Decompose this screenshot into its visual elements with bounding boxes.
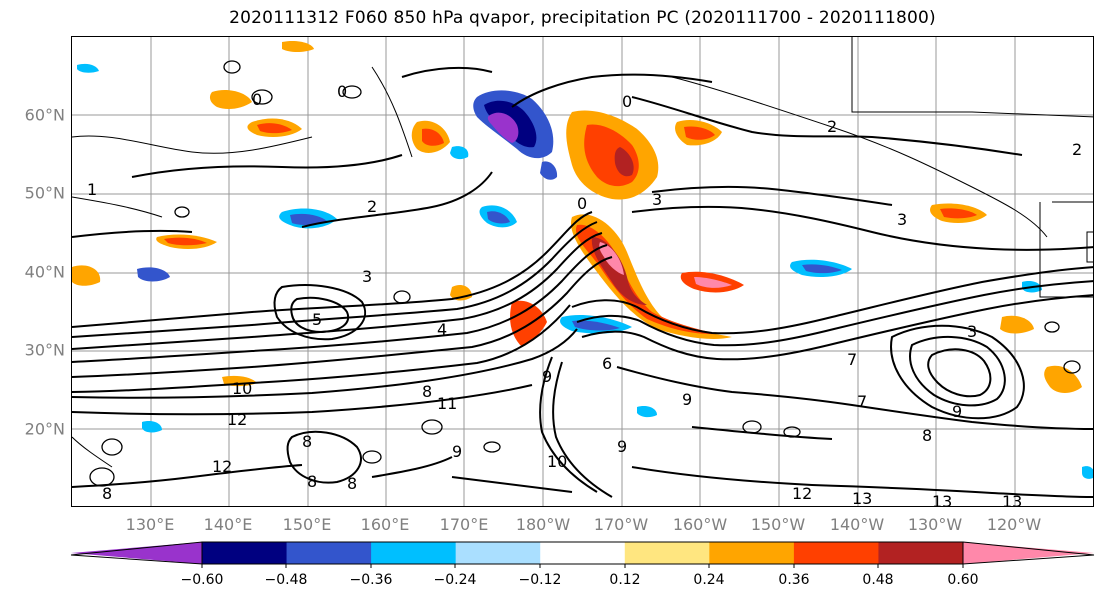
lon-label-130w: 130°W bbox=[907, 515, 963, 534]
lon-label-170w: 170°W bbox=[593, 515, 649, 534]
colorbar-tick: 0.12 bbox=[609, 572, 641, 588]
lon-label-140w: 140°W bbox=[829, 515, 885, 534]
colorbar-tick: −0.48 bbox=[264, 572, 308, 588]
contour-label: 4 bbox=[437, 320, 447, 339]
lon-label-130e: 130°E bbox=[125, 515, 175, 534]
colorbar-tick: −0.24 bbox=[433, 572, 477, 588]
contour-label: 5 bbox=[312, 310, 322, 329]
lon-label-120w: 120°W bbox=[986, 515, 1042, 534]
colorbar-tick: 0.60 bbox=[947, 572, 979, 588]
lon-label-160w: 160°W bbox=[672, 515, 728, 534]
lon-label-180w: 180°W bbox=[515, 515, 571, 534]
contour-label: 0 bbox=[337, 82, 347, 101]
colorbar-segment bbox=[286, 542, 372, 564]
contour-label: 3 bbox=[967, 322, 977, 341]
lon-label-160e: 160°E bbox=[360, 515, 410, 534]
contour-label: 10 bbox=[547, 452, 567, 471]
contour-label: 2 bbox=[367, 197, 377, 216]
contour-label: 2 bbox=[827, 117, 837, 136]
contour-label: 8 bbox=[102, 484, 112, 503]
contour-label: 1 bbox=[87, 180, 97, 199]
colorbar-tick: −0.60 bbox=[180, 572, 224, 588]
contour-label: 7 bbox=[857, 392, 867, 411]
contour-label: 7 bbox=[847, 350, 857, 369]
lon-label-150e: 150°E bbox=[282, 515, 332, 534]
contour-label: 3 bbox=[897, 210, 907, 229]
contour-label: 6 bbox=[602, 354, 612, 373]
contour-label: 9 bbox=[542, 367, 552, 386]
precip-fill-positive bbox=[72, 40, 1082, 393]
contour-label: 9 bbox=[682, 390, 692, 409]
contour-label: 9 bbox=[952, 402, 962, 421]
contour-label: 9 bbox=[452, 442, 462, 461]
lat-label-50n: 50°N bbox=[24, 183, 65, 203]
contour-label: 3 bbox=[652, 190, 662, 209]
contour-label: 8 bbox=[347, 474, 357, 493]
contour-label: 0 bbox=[622, 92, 632, 111]
colorbar-segment bbox=[793, 542, 879, 564]
colorbar-tick: 0.24 bbox=[693, 572, 725, 588]
contour-label: 13 bbox=[932, 492, 952, 507]
contour-label: 10 bbox=[232, 379, 252, 398]
colorbar-segment bbox=[709, 542, 795, 564]
contour-label: 11 bbox=[437, 394, 457, 413]
map-canvas: 0 0 0 0 2 2 1 2 3 3 3 5 4 6 7 8 9 9 9 9 … bbox=[72, 37, 1093, 507]
contour-label: 9 bbox=[617, 437, 627, 456]
lon-label-170e: 170°E bbox=[439, 515, 489, 534]
lat-label-40n: 40°N bbox=[24, 262, 65, 282]
colorbar-segment bbox=[202, 542, 288, 564]
contour-label: 8 bbox=[307, 472, 317, 491]
colorbar-tick: −0.36 bbox=[349, 572, 393, 588]
contour-label: 0 bbox=[577, 194, 587, 213]
contour-label: 13 bbox=[852, 489, 872, 507]
contour-label: 0 bbox=[252, 90, 262, 109]
lon-label-150w: 150°W bbox=[750, 515, 806, 534]
contour-label: 2 bbox=[1072, 140, 1082, 159]
qvapor-small-contours bbox=[89, 60, 1081, 487]
coastlines bbox=[72, 37, 1093, 468]
qvapor-contours bbox=[72, 66, 1093, 498]
contour-label: 8 bbox=[922, 426, 932, 445]
lon-label-140e: 140°E bbox=[203, 515, 253, 534]
colorbar-segment bbox=[878, 542, 964, 564]
contour-labels: 0 0 0 0 2 2 1 2 3 3 3 5 4 6 7 8 9 9 9 9 … bbox=[87, 82, 1082, 507]
contour-label: 8 bbox=[422, 382, 432, 401]
lat-label-30n: 30°N bbox=[24, 340, 65, 360]
colorbar-tick: −0.12 bbox=[518, 572, 562, 588]
contour-label: 12 bbox=[792, 484, 812, 503]
colorbar-segment bbox=[455, 542, 541, 564]
contour-label: 12 bbox=[227, 410, 247, 429]
lat-label-20n: 20°N bbox=[24, 419, 65, 439]
contour-label: 8 bbox=[302, 432, 312, 451]
precip-fill-negative bbox=[77, 63, 1093, 479]
colorbar-segment bbox=[371, 542, 457, 564]
contour-label: 12 bbox=[212, 457, 232, 476]
map-panel: 0 0 0 0 2 2 1 2 3 3 3 5 4 6 7 8 9 9 9 9 … bbox=[71, 36, 1094, 507]
colorbar-tick: 0.48 bbox=[862, 572, 894, 588]
colorbar-tick: 0.36 bbox=[778, 572, 810, 588]
lat-label-60n: 60°N bbox=[24, 105, 65, 125]
plot-title: 2020111312 F060 850 hPa qvapor, precipit… bbox=[229, 8, 936, 28]
contour-label: 13 bbox=[1002, 492, 1022, 507]
colorbar-extend-low bbox=[71, 542, 202, 564]
colorbar-extend-high bbox=[963, 542, 1094, 564]
contour-label: 3 bbox=[362, 267, 372, 286]
colorbar-segment bbox=[624, 542, 710, 564]
colorbar-segment bbox=[540, 542, 626, 564]
